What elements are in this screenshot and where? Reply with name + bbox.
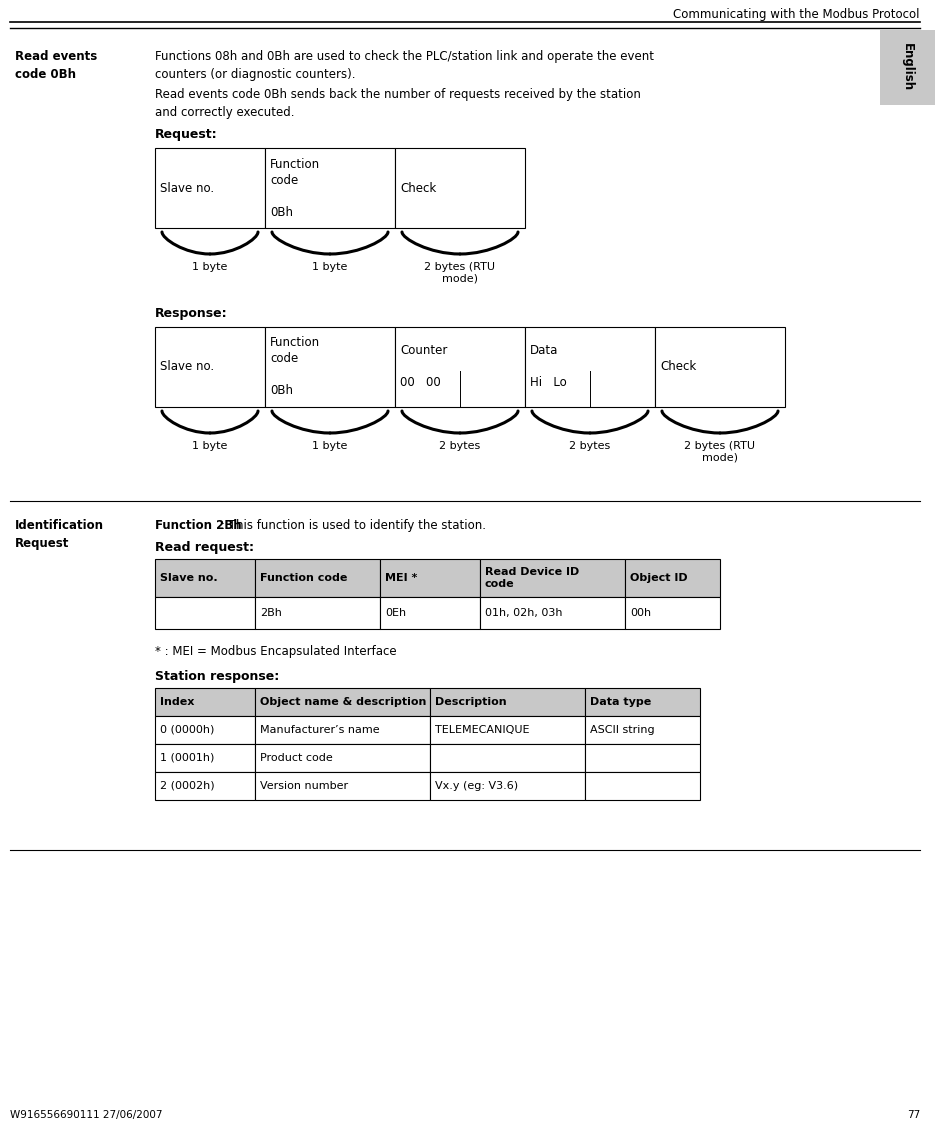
Bar <box>395 327 525 406</box>
Bar <box>880 30 935 105</box>
Text: 1 byte: 1 byte <box>192 262 228 272</box>
Bar <box>585 744 700 772</box>
Text: MEI *: MEI * <box>385 574 418 583</box>
Text: W916556690111 27/06/2007: W916556690111 27/06/2007 <box>10 1110 163 1120</box>
Text: 1 byte: 1 byte <box>192 441 228 450</box>
Text: Station response:: Station response: <box>155 669 279 683</box>
Text: 2 bytes (RTU
mode): 2 bytes (RTU mode) <box>684 441 756 463</box>
Text: 1 (0001h): 1 (0001h) <box>160 753 215 763</box>
Text: 2 (0002h): 2 (0002h) <box>160 781 215 791</box>
Text: 2 bytes: 2 bytes <box>439 441 481 450</box>
Bar <box>255 744 430 772</box>
Text: Vx.y (eg: V3.6): Vx.y (eg: V3.6) <box>435 781 518 791</box>
Text: Read events code 0Bh sends back the number of requests received by the station
a: Read events code 0Bh sends back the numb… <box>155 88 641 119</box>
Text: 77: 77 <box>907 1110 920 1120</box>
Bar <box>265 148 395 228</box>
Text: Communicating with the Modbus Protocol: Communicating with the Modbus Protocol <box>674 8 920 21</box>
Text: 01h, 02h, 03h: 01h, 02h, 03h <box>485 609 563 618</box>
Bar <box>585 688 700 716</box>
Bar <box>255 688 430 716</box>
Bar <box>155 716 255 744</box>
Text: Description: Description <box>435 697 506 707</box>
Bar <box>155 597 255 629</box>
Text: English: English <box>901 43 914 91</box>
Text: Product code: Product code <box>260 753 333 763</box>
Bar <box>430 688 585 716</box>
Text: Read Device ID
code: Read Device ID code <box>485 567 580 589</box>
Text: ASCII string: ASCII string <box>590 725 655 735</box>
Bar <box>430 744 585 772</box>
Text: Read events
code 0Bh: Read events code 0Bh <box>15 50 97 81</box>
Bar <box>480 559 625 597</box>
Text: 00h: 00h <box>630 609 651 618</box>
Text: Check: Check <box>660 360 696 374</box>
Text: Check: Check <box>400 182 437 194</box>
Text: Data

Hi   Lo: Data Hi Lo <box>530 344 566 390</box>
Text: Function
code

0Bh: Function code 0Bh <box>270 336 320 397</box>
Text: Request:: Request: <box>155 128 217 141</box>
Text: Object ID: Object ID <box>630 574 688 583</box>
Text: Functions 08h and 0Bh are used to check the PLC/station link and operate the eve: Functions 08h and 0Bh are used to check … <box>155 50 654 81</box>
Text: Function 2Bh: Function 2Bh <box>155 519 242 532</box>
Text: 2 bytes (RTU
mode): 2 bytes (RTU mode) <box>424 262 496 283</box>
Bar <box>585 716 700 744</box>
Bar <box>155 744 255 772</box>
Text: : This function is used to identify the station.: : This function is used to identify the … <box>221 519 486 532</box>
Text: Data type: Data type <box>590 697 651 707</box>
Text: 2 bytes: 2 bytes <box>569 441 611 450</box>
Text: 1 byte: 1 byte <box>312 262 347 272</box>
Bar <box>480 597 625 629</box>
Bar <box>585 772 700 800</box>
Text: Manufacturer’s name: Manufacturer’s name <box>260 725 379 735</box>
Bar <box>430 716 585 744</box>
Bar <box>625 597 720 629</box>
Text: Version number: Version number <box>260 781 348 791</box>
Bar <box>625 559 720 597</box>
Text: Slave no.: Slave no. <box>160 574 217 583</box>
Bar <box>255 559 380 597</box>
Text: Identification
Request: Identification Request <box>15 519 104 550</box>
Bar <box>155 559 255 597</box>
Bar <box>155 772 255 800</box>
Bar <box>655 327 785 406</box>
Text: Object name & description: Object name & description <box>260 697 426 707</box>
Bar <box>380 559 480 597</box>
Bar <box>155 148 265 228</box>
Text: 0Eh: 0Eh <box>385 609 407 618</box>
Text: Function
code

0Bh: Function code 0Bh <box>270 158 320 219</box>
Bar <box>380 597 480 629</box>
Bar <box>430 772 585 800</box>
Text: TELEMECANIQUE: TELEMECANIQUE <box>435 725 530 735</box>
Bar <box>255 597 380 629</box>
Text: Read request:: Read request: <box>155 541 254 554</box>
Bar <box>525 327 655 406</box>
Text: 1 byte: 1 byte <box>312 441 347 450</box>
Bar <box>255 716 430 744</box>
Bar <box>255 772 430 800</box>
Text: Response:: Response: <box>155 307 228 320</box>
Bar <box>395 148 525 228</box>
Bar <box>265 327 395 406</box>
Text: Function code: Function code <box>260 574 347 583</box>
Bar <box>155 327 265 406</box>
Text: Slave no.: Slave no. <box>160 360 215 374</box>
Bar <box>155 688 255 716</box>
Text: * : MEI = Modbus Encapsulated Interface: * : MEI = Modbus Encapsulated Interface <box>155 645 396 658</box>
Text: Index: Index <box>160 697 195 707</box>
Text: 2Bh: 2Bh <box>260 609 282 618</box>
Text: 0 (0000h): 0 (0000h) <box>160 725 215 735</box>
Text: Slave no.: Slave no. <box>160 182 215 194</box>
Text: Counter

00   00: Counter 00 00 <box>400 344 447 390</box>
